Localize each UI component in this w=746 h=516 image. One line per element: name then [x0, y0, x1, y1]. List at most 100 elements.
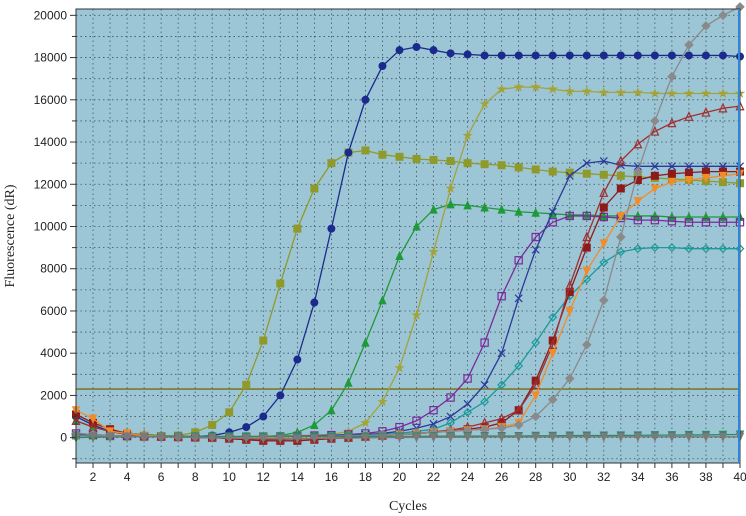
- data-point: [497, 161, 506, 170]
- data-point: [377, 396, 388, 407]
- data-point: [633, 138, 643, 149]
- data-point: [122, 432, 132, 442]
- data-point: [497, 349, 506, 358]
- data-point: [88, 414, 98, 424]
- data-point: [242, 434, 251, 444]
- data-point: [599, 157, 608, 166]
- data-point: [718, 51, 727, 60]
- data-point: [514, 294, 523, 303]
- data-point: [139, 432, 149, 442]
- data-point: [513, 81, 524, 92]
- x-tick-label: 26: [495, 470, 509, 484]
- data-point: [633, 244, 643, 254]
- data-point: [344, 377, 353, 387]
- y-axis: 0 2000 4000 6000 8000 10000 12000 14000 16000 180…: [34, 8, 76, 460]
- data-point: [514, 51, 523, 60]
- data-point: [548, 339, 558, 349]
- data-point: [582, 169, 591, 178]
- data-point: [446, 393, 455, 402]
- data-point: [225, 434, 234, 444]
- x-tick-label: 12: [257, 470, 271, 484]
- data-point: [207, 433, 217, 443]
- series-layer: [70, 2, 746, 445]
- data-point: [701, 244, 711, 254]
- x-axis-title: Cycles: [389, 499, 427, 514]
- data-point: [344, 148, 353, 157]
- data-point: [718, 432, 728, 442]
- data-point: [497, 433, 506, 443]
- data-point: [463, 407, 473, 417]
- data-point: [293, 224, 302, 233]
- y-tick-label: 4000: [40, 346, 67, 360]
- data-point: [531, 207, 540, 217]
- data-point: [548, 51, 557, 60]
- data-point: [565, 432, 574, 442]
- data-point: [701, 432, 711, 442]
- data-point: [446, 199, 455, 209]
- data-point: [684, 176, 694, 186]
- data-point: [344, 434, 353, 444]
- x-tick-label: 4: [124, 470, 131, 484]
- data-point: [599, 51, 608, 60]
- data-point: [446, 49, 455, 58]
- data-point: [173, 433, 183, 443]
- data-point: [531, 433, 540, 443]
- data-point: [547, 394, 558, 405]
- y-tick-label: 20000: [34, 8, 68, 22]
- data-point: [412, 43, 421, 52]
- data-point: [412, 416, 421, 425]
- data-point: [632, 86, 644, 97]
- data-point: [497, 291, 506, 301]
- data-point: [616, 232, 626, 242]
- data-point: [310, 184, 319, 193]
- data-point: [701, 106, 711, 117]
- data-point: [514, 206, 523, 216]
- data-point: [463, 159, 472, 168]
- data-point: [599, 257, 609, 267]
- data-point: [599, 432, 609, 442]
- data-point: [378, 433, 387, 443]
- data-point: [446, 433, 455, 443]
- data-point: [463, 374, 472, 383]
- data-point: [565, 171, 574, 180]
- data-point: [531, 391, 540, 401]
- data-point: [496, 83, 507, 94]
- data-point: [548, 207, 557, 216]
- data-point: [412, 154, 421, 163]
- data-point: [582, 51, 591, 60]
- data-point: [616, 51, 625, 60]
- data-point: [361, 95, 370, 104]
- data-point: [445, 183, 456, 193]
- data-point: [616, 155, 626, 166]
- series-line: [75, 434, 740, 440]
- data-point: [599, 295, 609, 306]
- data-point: [395, 250, 404, 261]
- data-point: [582, 432, 591, 442]
- data-point: [718, 171, 728, 181]
- data-point: [684, 218, 694, 227]
- data-point: [378, 150, 387, 159]
- series-line: [75, 433, 741, 439]
- data-point: [429, 433, 438, 443]
- x-tick-label: 8: [192, 470, 199, 484]
- data-point: [463, 50, 472, 59]
- data-point: [259, 336, 268, 345]
- data-point: [633, 51, 642, 60]
- data-point: [361, 146, 370, 155]
- data-point: [480, 51, 489, 60]
- data-point: [513, 420, 524, 430]
- data-point: [564, 373, 575, 384]
- data-point: [717, 87, 729, 98]
- data-point: [650, 116, 660, 126]
- data-point: [259, 412, 268, 421]
- data-point: [497, 204, 506, 214]
- x-tick-label: 10: [223, 470, 237, 484]
- data-point: [395, 46, 404, 55]
- data-point: [293, 355, 302, 364]
- series-line: [75, 149, 741, 438]
- x-tick-label: 20: [393, 470, 407, 484]
- data-point: [428, 246, 439, 257]
- series-13: [71, 431, 745, 444]
- data-point: [565, 211, 574, 221]
- data-point: [650, 243, 660, 253]
